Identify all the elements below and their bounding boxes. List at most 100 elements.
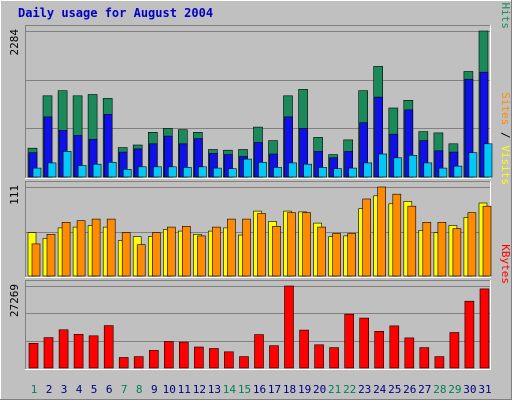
bar-kbytes [164, 341, 174, 369]
day-label: 4 [76, 383, 83, 396]
bar-sites [467, 212, 477, 277]
bar-kbytes [374, 330, 385, 369]
day-label: 19 [298, 383, 311, 396]
day-label: 3 [61, 383, 68, 396]
bar-sites [61, 222, 71, 277]
bar-kbytes [329, 347, 339, 369]
bar-sites [317, 226, 326, 277]
bar-pages [378, 153, 388, 178]
bar-sites [31, 243, 41, 277]
legend-top: Pages / Files / Hits [499, 0, 512, 29]
bar-sites [437, 222, 447, 277]
day-label: 23 [358, 383, 371, 396]
legend-separator: / [499, 125, 512, 145]
bar-sites [377, 186, 387, 277]
day-label: 16 [253, 383, 266, 396]
bar-pages [198, 166, 207, 178]
bar-kbytes [479, 288, 490, 369]
bar-pages [107, 162, 117, 178]
bar-pages [318, 167, 327, 178]
bar-kbytes [464, 300, 475, 369]
day-labels: 1 2 3 4 5 6 7 8 9 10 11 12 13 14 15 16 17 18 19 20 21 22 23 24 2… [31, 383, 492, 396]
bar-kbytes [209, 348, 219, 369]
bar-pages [468, 152, 478, 178]
bar-sites [407, 205, 417, 277]
bar-sites [227, 218, 236, 277]
bar-pages [62, 151, 72, 178]
bar-kbytes [449, 332, 460, 369]
panel-kbytes: 27269 KBytes [8, 244, 512, 370]
day-label: 17 [268, 383, 281, 396]
bar-pages [183, 167, 192, 178]
bar-kbytes [224, 351, 234, 369]
day-label: 13 [208, 383, 221, 396]
day-label: 12 [193, 383, 206, 396]
bar-pages [423, 162, 433, 178]
bar-pages [228, 168, 237, 178]
day-label: 6 [106, 383, 113, 396]
bar-sites [167, 226, 176, 277]
bar-sites [392, 193, 402, 277]
day-label: 9 [151, 383, 158, 396]
chart-title: Daily usage for August 2004 [18, 6, 213, 20]
day-label: 15 [238, 383, 251, 396]
bar-kbytes [58, 329, 69, 369]
bar-sites [332, 233, 341, 277]
bar-kbytes [73, 333, 84, 369]
bar-pages [122, 169, 132, 178]
bar-pages [153, 166, 162, 178]
bar-sites [152, 232, 161, 277]
bar-sites [422, 222, 432, 277]
bar-pages [47, 162, 57, 178]
bar-pages [168, 166, 177, 178]
bar-kbytes [103, 325, 114, 369]
legend-middle: Sites / Visits [499, 92, 512, 185]
day-label: 18 [283, 383, 296, 396]
day-label: 10 [163, 383, 176, 396]
day-label: 27 [418, 383, 431, 396]
day-label: 20 [313, 383, 326, 396]
bar-kbytes [314, 344, 324, 369]
bar-sites [76, 220, 86, 277]
bar-sites [46, 234, 56, 277]
day-label: 22 [343, 383, 356, 396]
bar-kbytes [43, 337, 54, 369]
day-label: 30 [463, 383, 476, 396]
bar-sites [106, 218, 116, 277]
bar-pages [137, 166, 147, 178]
bar-kbytes [419, 347, 430, 369]
bar-pages [453, 165, 463, 178]
bar-kbytes [284, 285, 294, 369]
bar-kbytes [344, 313, 355, 369]
bar-pages [32, 167, 42, 178]
bar-pages [483, 143, 493, 178]
bar-sites [242, 218, 251, 277]
bar-sites [347, 233, 357, 277]
panel-hits_files_pages: 2284 Pages / Files / Hits [8, 0, 512, 179]
bar-kbytes [133, 356, 144, 369]
panels: 2284 Pages / Files / Hits 111 Sites / Visit… [8, 0, 512, 370]
bar-sites [287, 212, 296, 277]
bar-pages [213, 167, 222, 178]
bar-kbytes [28, 342, 39, 369]
ymax-label: 27269 [8, 284, 21, 317]
bar-pages [243, 158, 252, 178]
bar-sites [136, 244, 146, 277]
bar-kbytes [239, 356, 249, 369]
legend-kbytes: KBytes [499, 244, 512, 284]
ymax-label: 111 [8, 185, 21, 205]
bar-pages [92, 163, 102, 178]
day-label: 11 [178, 383, 191, 396]
bar-pages [393, 157, 403, 178]
bar-sites [482, 205, 492, 277]
bar-kbytes [404, 337, 415, 369]
bar-pages [273, 167, 282, 178]
bar-sites [362, 198, 372, 277]
ymax-label: 2284 [8, 29, 21, 56]
day-label: 26 [403, 383, 416, 396]
bar-sites [182, 226, 191, 277]
bar-kbytes [149, 349, 159, 369]
bar-sites [272, 226, 281, 277]
